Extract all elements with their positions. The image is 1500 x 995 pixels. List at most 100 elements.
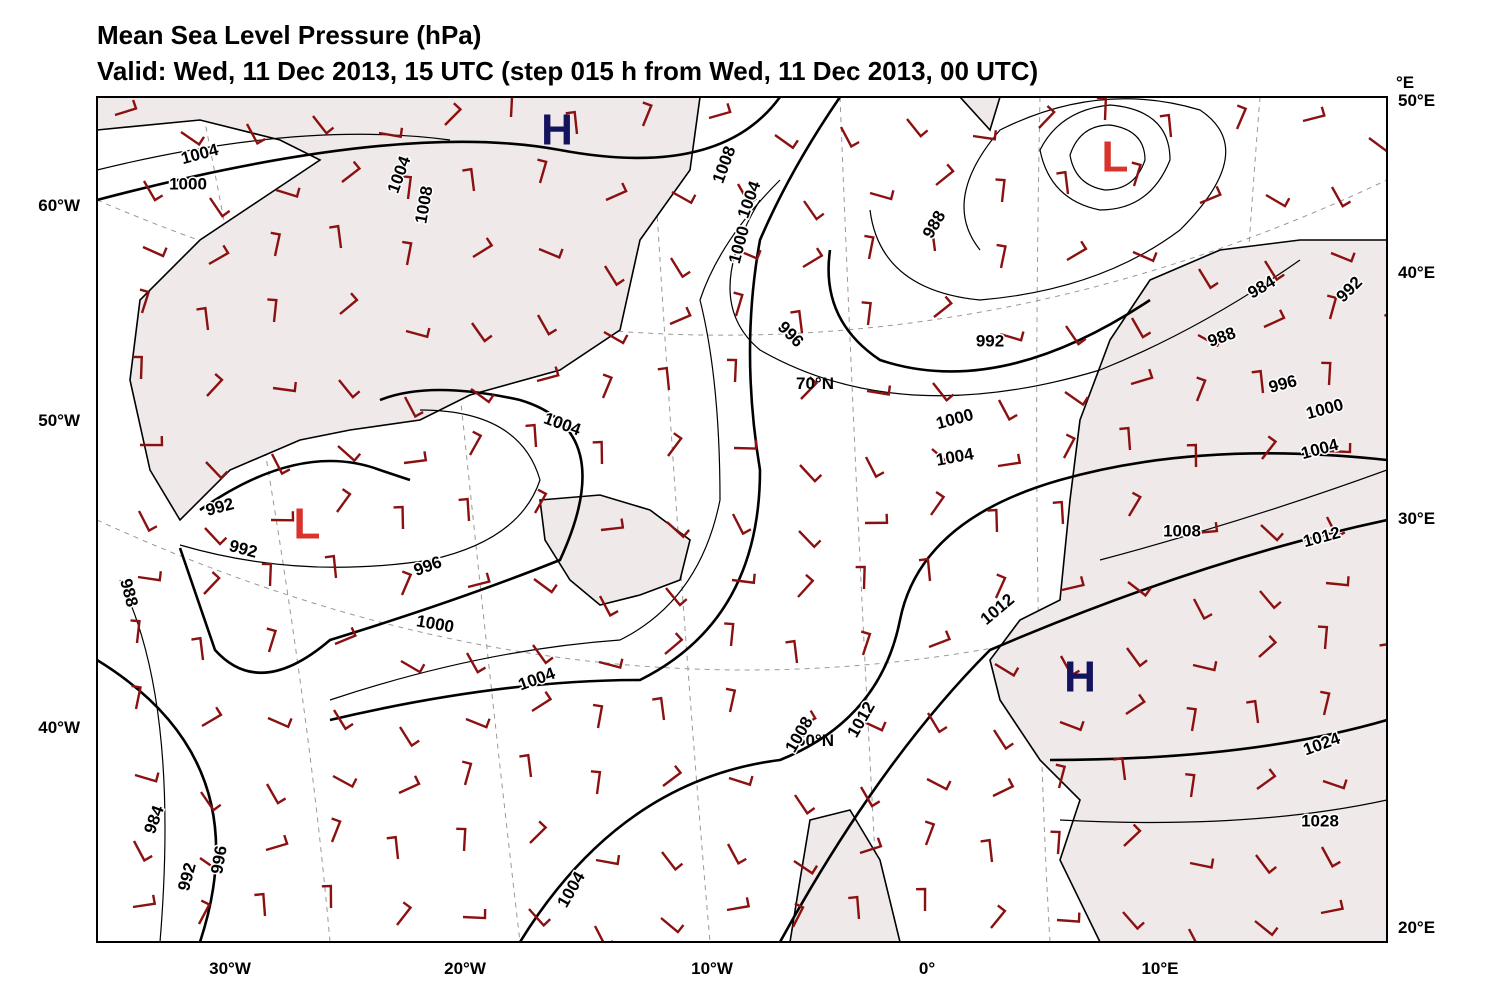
pressure-center: L (1102, 133, 1129, 182)
wind-barb (736, 248, 762, 261)
wind-barb (196, 306, 210, 331)
wind-barb (669, 257, 691, 279)
wind-barb (1061, 575, 1085, 592)
wind-barb (728, 775, 754, 787)
wind-barb (1263, 309, 1286, 329)
wind-barb (1197, 333, 1223, 348)
wind-barb (992, 729, 1014, 751)
wind-barb (1394, 468, 1415, 484)
wind-barb (906, 118, 929, 138)
wind-barb (990, 904, 1007, 929)
wind-barb (341, 160, 362, 183)
wind-barb (866, 385, 892, 396)
wind-barb (1398, 204, 1418, 222)
wind-barb (864, 234, 875, 260)
wind-barb (245, 123, 266, 146)
corner-label: °E (1396, 73, 1414, 92)
wind-barb (1302, 106, 1326, 123)
wind-barb (731, 573, 756, 585)
wind-barb (1052, 500, 1065, 525)
wind-barb (1320, 899, 1345, 915)
wind-barb (1395, 380, 1411, 402)
wind-barb (657, 366, 671, 391)
wind-barb (536, 314, 558, 336)
wind-barb (321, 884, 333, 909)
wind-barb (519, 753, 533, 778)
wind-barb (785, 639, 799, 664)
wind-barb (671, 190, 697, 205)
wind-barb (1189, 858, 1215, 869)
wind-barb (1038, 105, 1056, 129)
wind-barb (803, 200, 825, 221)
wind-barb (1379, 643, 1387, 647)
wind-barb (400, 570, 413, 596)
wind-barb (724, 622, 735, 647)
wind-barb (139, 288, 151, 314)
wind-barb (665, 587, 688, 607)
wind-barb (1325, 516, 1346, 539)
wind-barb (324, 554, 338, 579)
wind-barb (864, 513, 889, 525)
wind-barb (1321, 361, 1332, 386)
wind-barb (1258, 635, 1278, 658)
wind-barb (1259, 590, 1282, 610)
wind-barb (1064, 391, 1089, 407)
title: Mean Sea Level Pressure (hPa) (97, 20, 481, 50)
wind-barb (1385, 927, 1387, 930)
wind-barb (926, 712, 948, 734)
wind-barb (403, 396, 424, 419)
wind-barb (1326, 294, 1338, 320)
wind-barbs (114, 97, 1418, 942)
wind-barb (201, 706, 223, 728)
wind-barb (1130, 368, 1154, 386)
longitude-label: 40°E (1398, 263, 1435, 282)
isobar-label: 1000 (169, 174, 207, 193)
land (97, 97, 1387, 942)
map-frame (96, 96, 1388, 943)
wind-barb (398, 775, 421, 795)
wind-barb (208, 244, 230, 266)
longitude-label: 20°W (444, 959, 487, 978)
wind-barb (142, 180, 164, 202)
wind-barb (1127, 581, 1152, 598)
wind-barb (600, 518, 625, 532)
wind-barb (509, 97, 514, 118)
wind-barb (270, 453, 291, 476)
wind-barb (800, 376, 819, 400)
wind-barb (1192, 661, 1218, 672)
wind-barb (598, 595, 619, 618)
wind-barb (467, 572, 491, 589)
wind-barb (456, 827, 467, 852)
wind-barb (275, 187, 301, 198)
wind-barb (1113, 756, 1127, 781)
wind-barb (191, 636, 205, 661)
wind-barb (994, 662, 1020, 678)
wind-barb (1066, 240, 1088, 262)
wind-barb (605, 182, 628, 202)
wind-barb (997, 453, 1022, 468)
wind-barb (1059, 655, 1080, 677)
wind-barb (1127, 491, 1142, 517)
wind-barb (338, 379, 361, 399)
wind-barb (918, 557, 932, 582)
wind-barb (533, 578, 558, 594)
map-area (97, 97, 1418, 942)
wind-barb (802, 247, 824, 269)
wind-barb (994, 573, 1007, 599)
wind-barb (330, 817, 342, 843)
wind-barb (536, 366, 560, 383)
wind-barb (999, 331, 1025, 342)
wind-barb (916, 887, 927, 912)
wind-barb (1186, 706, 1198, 732)
longitude-label: 0° (919, 959, 935, 978)
wind-barb (462, 909, 487, 920)
wind-barb (1254, 920, 1279, 937)
wind-barb (1056, 170, 1070, 195)
wind-barb (859, 786, 881, 808)
wind-barb (1125, 693, 1146, 715)
wind-barb (774, 134, 799, 150)
wind-barb (726, 358, 738, 383)
wind-barb (799, 464, 823, 483)
isobar-label: 1008 (1163, 521, 1201, 540)
